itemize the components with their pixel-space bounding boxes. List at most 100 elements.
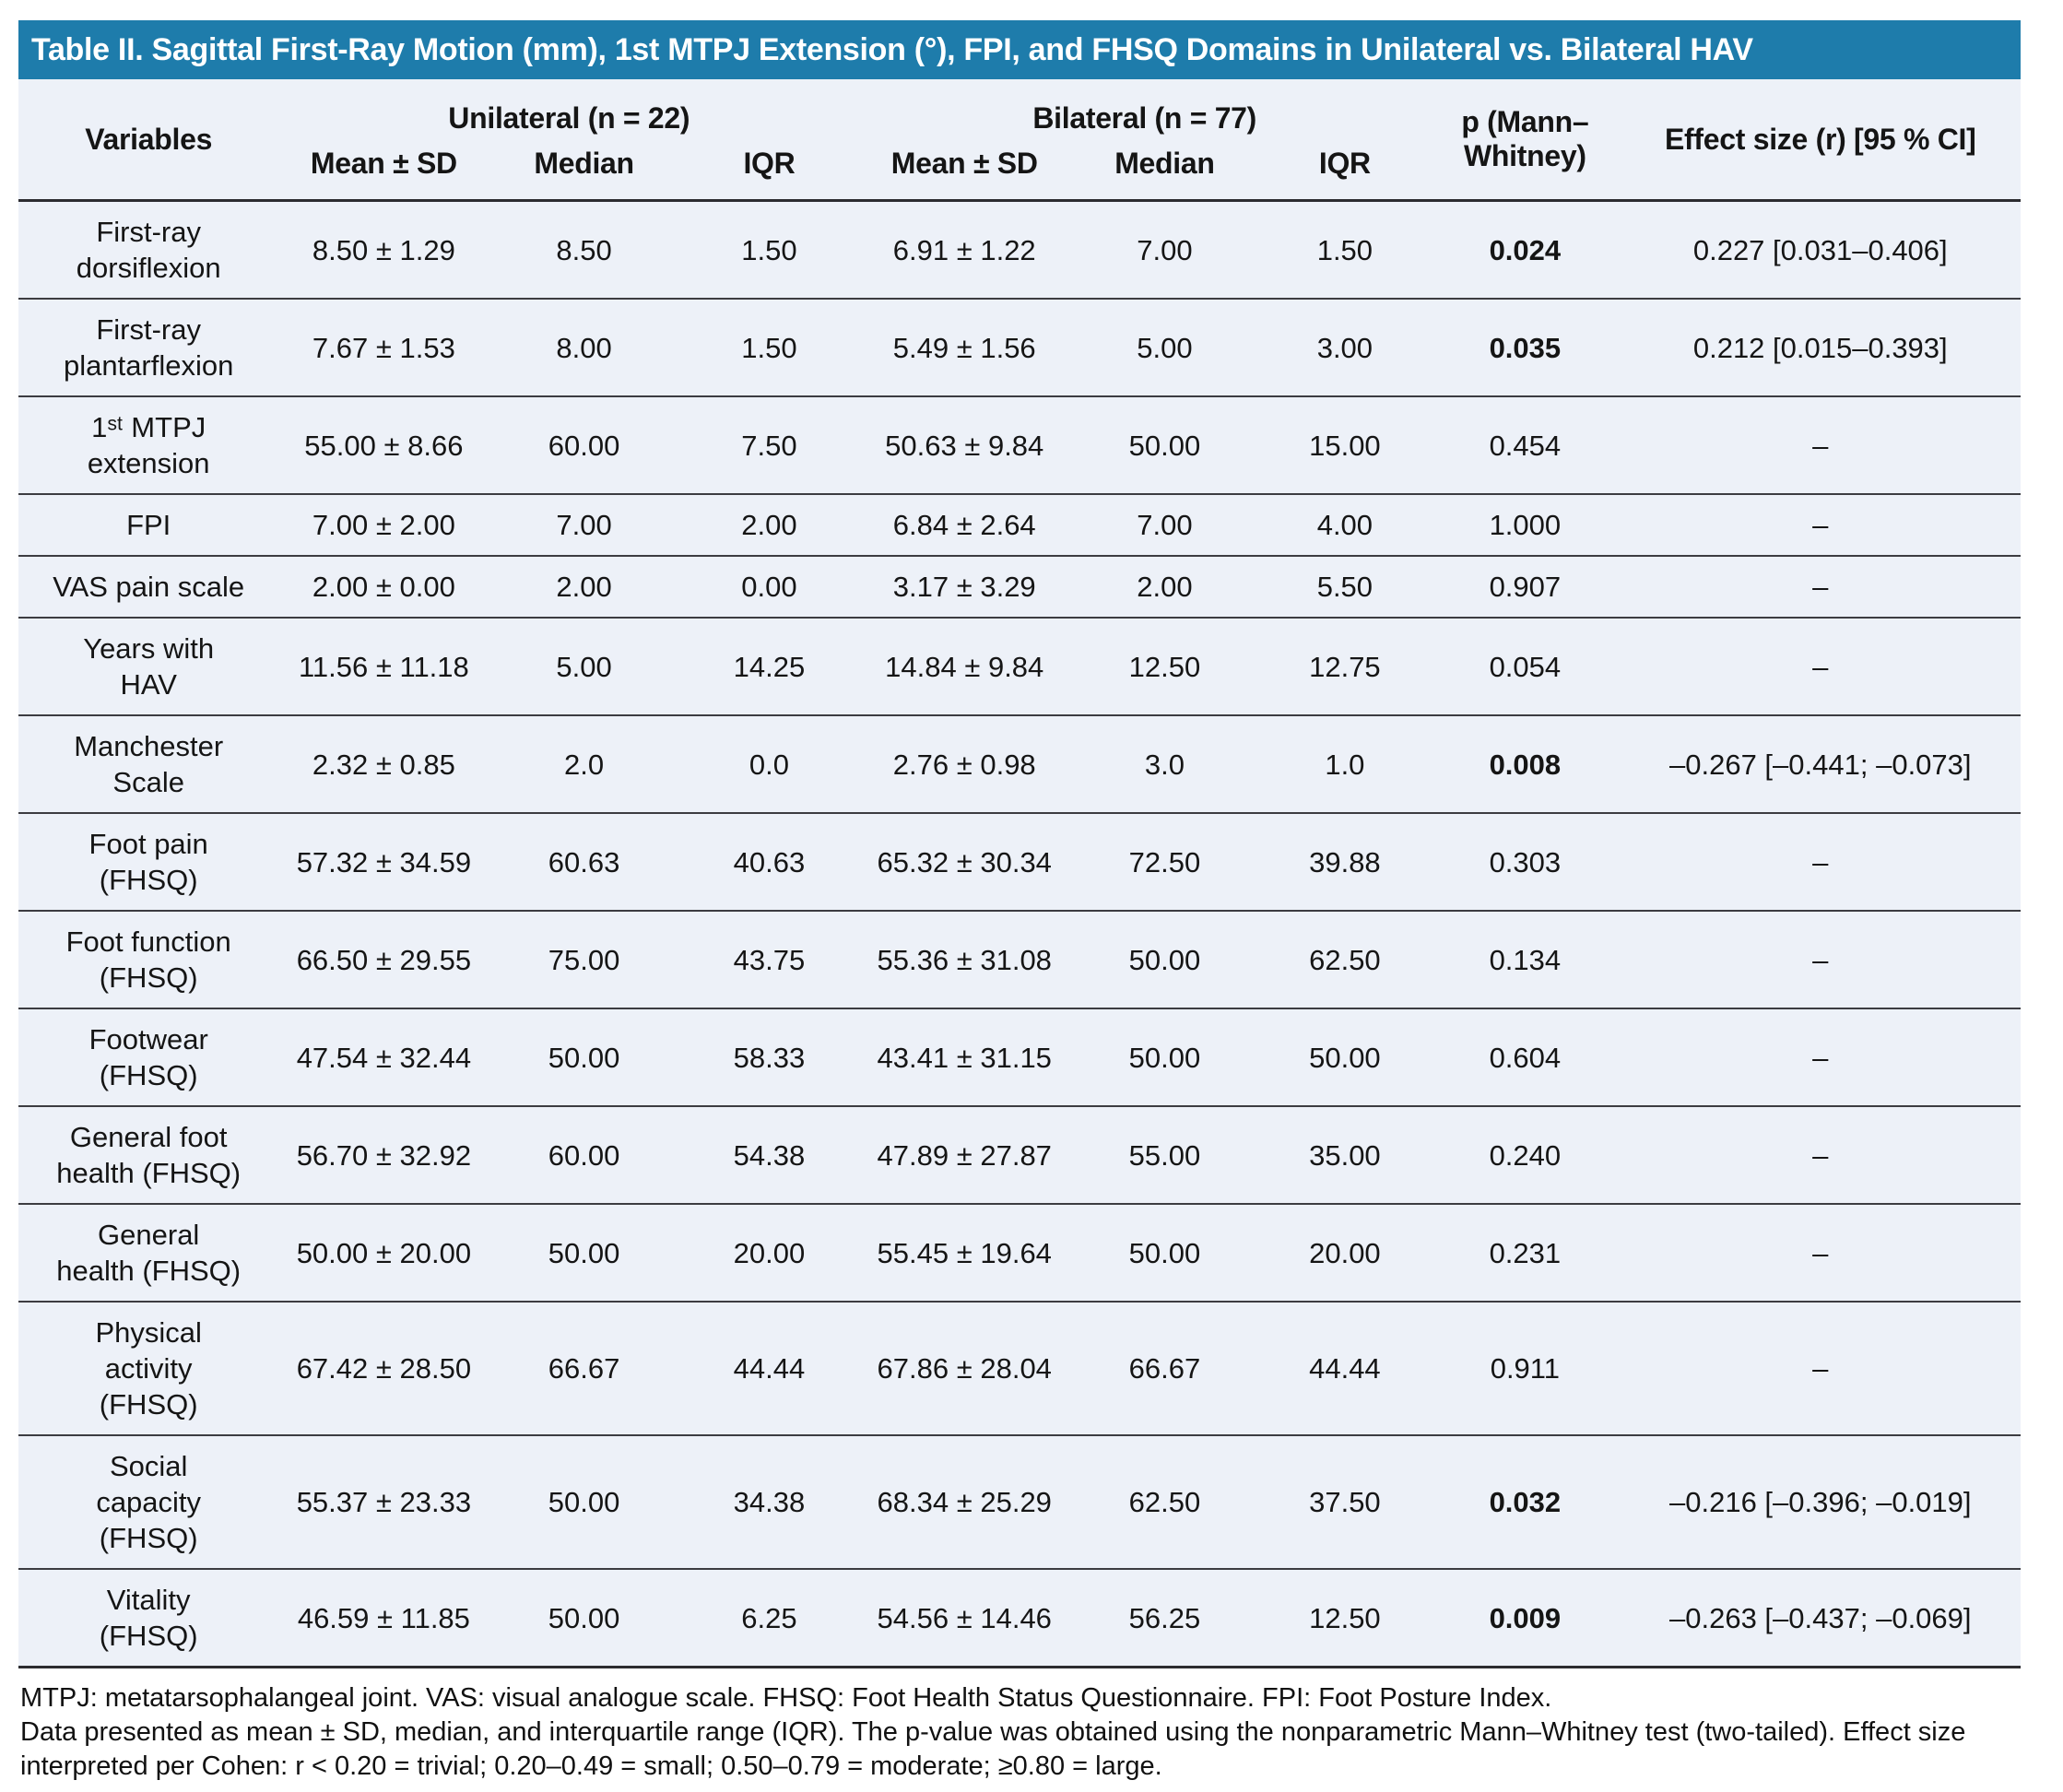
effect-size-cell: 0.212 [0.015–0.393]: [1692, 331, 1948, 364]
table-row: First-ray plantarflexion 7.67 ± 1.53 8.00 1…: [18, 299, 2021, 396]
variable-cell: Social capacity (FHSQ): [96, 1450, 202, 1554]
value-cell: 6.84 ± 2.64: [892, 509, 1036, 541]
value-cell: 50.00: [1309, 1041, 1381, 1074]
value-cell: 1.50: [741, 233, 797, 266]
table-row: General foot health (FHSQ) 56.70 ± 32.92 6…: [18, 1106, 2021, 1204]
p-value-cell: 0.024: [1489, 233, 1562, 266]
value-cell: 55.37 ± 23.33: [296, 1486, 472, 1518]
variable-cell: Vitality (FHSQ): [99, 1584, 198, 1652]
effect-size-cell: –: [1812, 1138, 1829, 1172]
value-cell: 67.86 ± 28.04: [877, 1352, 1052, 1385]
p-value-cell: 0.240: [1489, 1138, 1562, 1172]
p-value-cell: 0.231: [1489, 1236, 1562, 1269]
variable-cell: Years with HAV: [83, 632, 215, 701]
p-value-cell: 0.009: [1489, 1601, 1562, 1634]
value-cell: 7.67 ± 1.53: [312, 331, 455, 364]
value-cell: 5.00: [1137, 331, 1193, 364]
value-cell: 66.67: [548, 1352, 620, 1385]
variable-cell: FPI: [126, 509, 171, 541]
effect-size-cell: –: [1812, 571, 1829, 603]
value-cell: 2.00: [556, 571, 612, 603]
value-cell: 57.32 ± 34.59: [296, 845, 472, 878]
value-cell: 47.54 ± 32.44: [296, 1041, 472, 1074]
value-cell: 54.38: [733, 1138, 806, 1172]
p-value-cell: 0.134: [1489, 943, 1562, 976]
value-cell: 7.50: [741, 429, 797, 462]
effect-size-cell: –: [1812, 509, 1829, 541]
table-row: Years with HAV 11.56 ± 11.18 5.00 14.25 14.8…: [18, 618, 2021, 715]
value-cell: 1.50: [741, 331, 797, 364]
value-cell: 66.50 ± 29.55: [296, 943, 472, 976]
value-cell: 8.50 ± 1.29: [312, 233, 455, 266]
value-cell: 43.41 ± 31.15: [877, 1041, 1052, 1074]
table-row: First-ray dorsiflexion 8.50 ± 1.29 8.50 1.5…: [18, 201, 2021, 300]
value-cell: 1.50: [1316, 233, 1373, 266]
value-cell: 3.17 ± 3.29: [892, 571, 1036, 603]
table-row: Footwear (FHSQ) 47.54 ± 32.44 50.00 58.33 43…: [18, 1008, 2021, 1106]
value-cell: 55.36 ± 31.08: [877, 943, 1052, 976]
variable-cell: VAS pain scale: [53, 571, 245, 603]
value-cell: 2.32 ± 0.85: [312, 748, 455, 781]
value-cell: 6.25: [741, 1601, 797, 1634]
footnote-line: Data presented as mean ± SD, median, and…: [20, 1717, 1966, 1781]
value-cell: 4.00: [1316, 509, 1373, 541]
variable-cell: First-ray plantarflexion: [63, 313, 234, 382]
value-cell: 50.00: [1128, 943, 1201, 976]
value-cell: 15.00: [1309, 429, 1381, 462]
value-cell: 5.00: [556, 650, 612, 683]
value-cell: 8.50: [556, 233, 612, 266]
table-row: Foot function (FHSQ) 66.50 ± 29.55 75.00 43…: [18, 911, 2021, 1008]
value-cell: 5.49 ± 1.56: [892, 331, 1036, 364]
table-row: Vitality (FHSQ) 46.59 ± 11.85 50.00 6.25 54.…: [18, 1569, 2021, 1668]
value-cell: 66.67: [1128, 1352, 1201, 1385]
table-row: Physical activity (FHSQ) 67.42 ± 28.50 66.…: [18, 1302, 2021, 1435]
effect-size-cell: –0.263 [–0.437; –0.069]: [1669, 1601, 1972, 1634]
effect-size-cell: –: [1812, 943, 1829, 976]
data-table: Variables Unilateral (n = 22) Bilateral …: [18, 79, 2021, 1668]
col-header-uni-mean-sd: Mean ± SD: [310, 147, 457, 180]
p-value-cell: 0.911: [1490, 1352, 1560, 1385]
table-row: FPI 7.00 ± 2.00 7.00 2.00 6.84 ± 2.64 7.00 4.0…: [18, 494, 2021, 556]
col-header-bil-mean-sd: Mean ± SD: [890, 147, 1038, 180]
value-cell: 2.00: [741, 509, 797, 541]
value-cell: 60.00: [548, 429, 620, 462]
value-cell: 7.00: [556, 509, 612, 541]
value-cell: 72.50: [1128, 845, 1201, 878]
value-cell: 50.00: [1128, 1041, 1201, 1074]
col-header-p-value: p (Mann– Whitney): [1461, 105, 1589, 172]
table-row: Manchester Scale 2.32 ± 0.85 2.0 0.0 2.76 ± …: [18, 715, 2021, 813]
header-group-row: Variables Unilateral (n = 22) Bilateral …: [18, 79, 2021, 172]
variable-cell: Manchester Scale: [74, 730, 224, 798]
value-cell: 55.00 ± 8.66: [304, 429, 464, 462]
table-row: Foot pain (FHSQ) 57.32 ± 34.59 60.63 40.63 6…: [18, 813, 2021, 911]
value-cell: 2.00: [1137, 571, 1193, 603]
effect-size-cell: –: [1812, 1041, 1829, 1074]
footnotes: MTPJ: metatarsophalangeal joint. VAS: vi…: [20, 1681, 2021, 1784]
col-header-bil-iqr: IQR: [1318, 147, 1371, 180]
value-cell: 60.63: [548, 845, 620, 878]
value-cell: 20.00: [733, 1236, 806, 1269]
value-cell: 43.75: [733, 943, 806, 976]
effect-size-cell: –: [1812, 650, 1829, 683]
value-cell: 67.42 ± 28.50: [296, 1352, 472, 1385]
value-cell: 68.34 ± 25.29: [877, 1486, 1052, 1518]
p-value-cell: 0.604: [1489, 1041, 1562, 1074]
variable-cell: General foot health (FHSQ): [56, 1121, 242, 1189]
table-row: 1ˢᵗ MTPJ extension 55.00 ± 8.66 60.00 7.50 5…: [18, 396, 2021, 494]
value-cell: 46.59 ± 11.85: [297, 1601, 470, 1634]
value-cell: 44.44: [1309, 1352, 1381, 1385]
value-cell: 14.84 ± 9.84: [885, 650, 1044, 683]
col-header-uni-iqr: IQR: [743, 147, 796, 180]
value-cell: 14.25: [733, 650, 806, 683]
p-value-cell: 0.035: [1489, 331, 1562, 364]
value-cell: 55.45 ± 19.64: [877, 1236, 1052, 1269]
table-figure: Table II. Sagittal First-Ray Motion (mm)…: [18, 20, 2021, 1784]
value-cell: 7.00 ± 2.00: [312, 509, 455, 541]
value-cell: 60.00: [548, 1138, 620, 1172]
table-body: First-ray dorsiflexion 8.50 ± 1.29 8.50 1.5…: [18, 201, 2021, 1668]
value-cell: 39.88: [1309, 845, 1381, 878]
col-header-uni-median: Median: [534, 147, 634, 180]
variable-cell: 1ˢᵗ MTPJ extension: [87, 411, 210, 479]
value-cell: 50.00: [1128, 429, 1201, 462]
variable-cell: Footwear (FHSQ): [88, 1023, 208, 1091]
